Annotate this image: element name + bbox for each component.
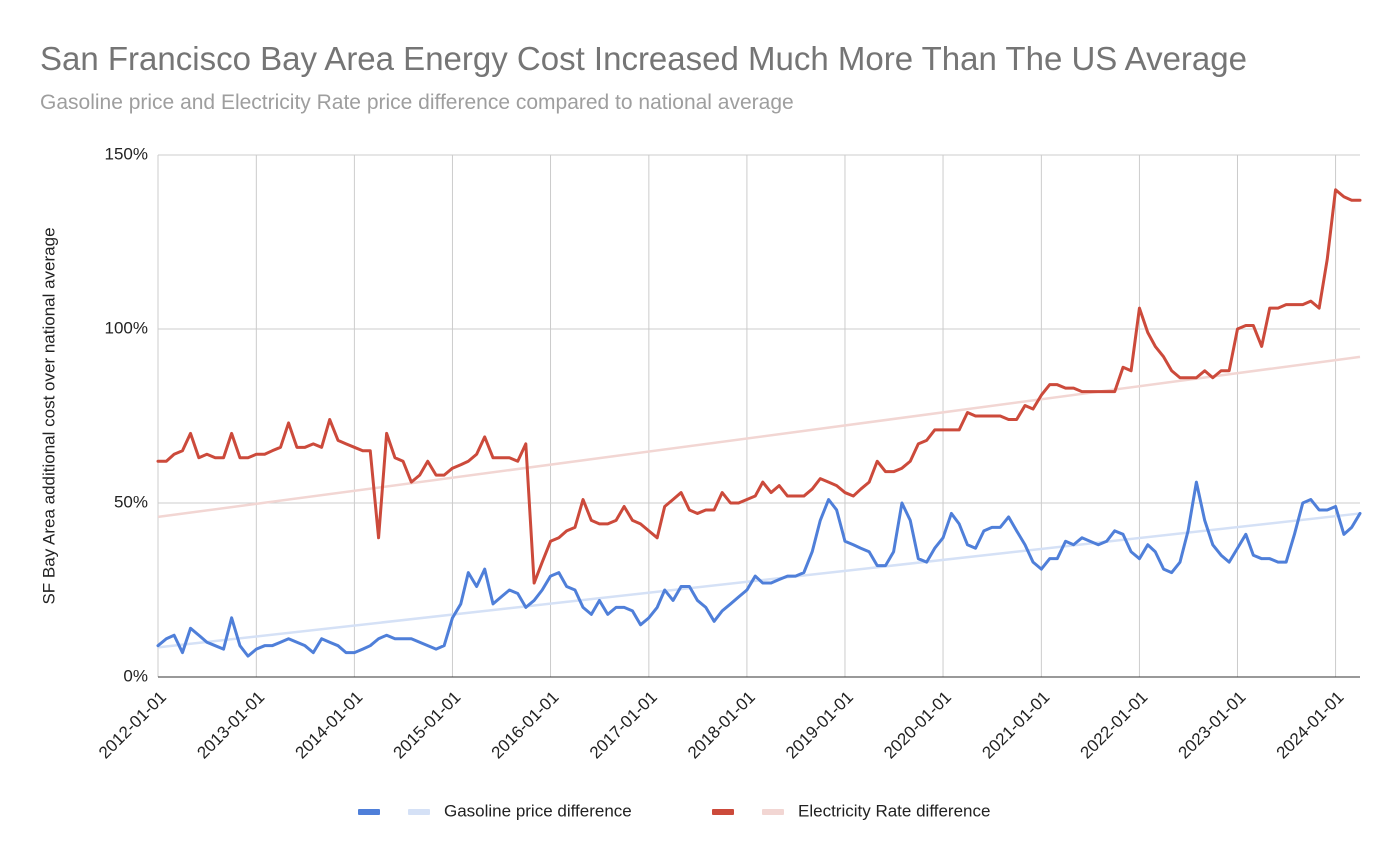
legend-swatch [358, 809, 380, 815]
legend-swatch [408, 809, 430, 815]
legend-label: Gasoline price difference [444, 801, 632, 820]
x-tick-label: 2013-01-01 [193, 688, 268, 763]
chart-title: San Francisco Bay Area Energy Cost Incre… [40, 40, 1247, 77]
x-tick-label: 2017-01-01 [586, 688, 661, 763]
x-tick-label: 2014-01-01 [291, 688, 366, 763]
legend-label: Electricity Rate difference [798, 801, 990, 820]
y-tick-label: 0% [123, 666, 148, 685]
trendline [157, 355, 1361, 519]
legend-swatch [762, 809, 784, 815]
chart-subtitle: Gasoline price and Electricity Rate pric… [40, 91, 794, 114]
x-tick-label: 2015-01-01 [390, 688, 465, 763]
x-tick-label: 2024-01-01 [1273, 688, 1348, 763]
x-tick-label: 2018-01-01 [684, 688, 759, 763]
x-tick-label: 2023-01-01 [1175, 688, 1250, 763]
y-tick-label: 50% [114, 492, 148, 511]
series-line [156, 188, 1362, 585]
x-tick-label: 2019-01-01 [782, 688, 857, 763]
x-tick-label: 2022-01-01 [1076, 688, 1151, 763]
y-tick-label: 100% [105, 318, 148, 337]
y-tick-label: 150% [105, 144, 148, 163]
x-tick-label: 2012-01-01 [95, 688, 170, 763]
legend-swatch [712, 809, 734, 815]
x-tick-label: 2021-01-01 [978, 688, 1053, 763]
x-tick-label: 2020-01-01 [880, 688, 955, 763]
x-tick-label: 2016-01-01 [488, 688, 563, 763]
y-axis-title: SF Bay Area additional cost over nationa… [39, 227, 58, 604]
series-line [156, 480, 1362, 658]
